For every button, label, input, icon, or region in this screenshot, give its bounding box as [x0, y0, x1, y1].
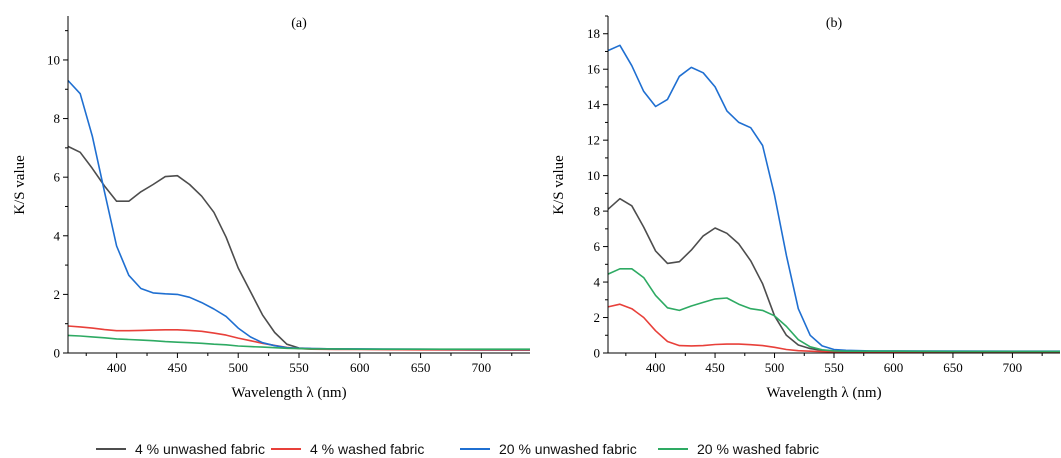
legend-label-0: 4 % unwashed fabric [135, 441, 265, 457]
x-tick-label: 600 [350, 360, 370, 375]
x-axis-title: Wavelength λ (nm) [766, 385, 881, 401]
y-tick-label: 8 [594, 204, 601, 219]
series-line-0 [67, 145, 531, 351]
series-line-3 [607, 268, 1060, 353]
panel-label: (a) [291, 16, 307, 31]
legend: 4 % unwashed fabric 4 % washed fabric 20 %… [96, 441, 819, 457]
x-tick-label: 700 [1003, 360, 1023, 375]
legend-label-2: 20 % unwashed fabric [499, 441, 637, 457]
y-tick-label: 8 [54, 111, 61, 126]
series-line-1 [67, 325, 530, 351]
x-tick-label: 400 [107, 360, 127, 375]
y-tick-label: 10 [587, 168, 600, 183]
series-line-3 [67, 334, 530, 350]
x-axis-title: Wavelength λ (nm) [231, 385, 346, 401]
y-tick-label: 6 [594, 239, 601, 254]
y-tick-label: 6 [54, 170, 61, 185]
y-tick-label: 4 [54, 228, 61, 243]
series-line-0 [607, 197, 1060, 353]
panel-label: (b) [826, 16, 843, 31]
y-tick-label: 18 [587, 26, 600, 41]
legend-label-3: 20 % washed fabric [697, 441, 819, 457]
panel-a: 0 2 4 6 8 10 400 450 500 550 600 650 700 Wavelength λ… [12, 16, 531, 401]
x-tick-label: 600 [884, 360, 904, 375]
x-tick-label: 500 [228, 360, 248, 375]
y-tick-label: 16 [587, 62, 601, 77]
series-line-2 [67, 79, 530, 351]
y-tick-label: 14 [587, 97, 601, 112]
y-tick-label: 2 [594, 310, 601, 325]
x-tick-label: 550 [824, 360, 844, 375]
y-tick-label: 0 [54, 346, 61, 361]
y-tick-label: 0 [594, 346, 601, 361]
x-tick-label: 400 [646, 360, 666, 375]
y-tick-label: 4 [594, 275, 601, 290]
y-axis-title: K/S value [551, 155, 567, 215]
legend-label-1: 4 % washed fabric [310, 441, 424, 457]
y-tick-label: 12 [587, 133, 600, 148]
y-tick-label: 10 [47, 52, 60, 67]
x-tick-label: 500 [765, 360, 785, 375]
x-tick-label: 450 [168, 360, 188, 375]
x-tick-label: 700 [472, 360, 492, 375]
series-line-2 [607, 44, 1060, 352]
y-tick-label: 2 [54, 287, 61, 302]
y-axis-title: K/S value [12, 155, 28, 215]
panel-b: 0 2 4 6 8 10 12 14 16 18 400 450 500 550 600 650 700 Wave… [551, 15, 1060, 401]
series-line-1 [607, 303, 1060, 353]
x-tick-label: 450 [705, 360, 725, 375]
x-tick-label: 650 [943, 360, 963, 375]
x-tick-label: 550 [289, 360, 309, 375]
x-tick-label: 650 [411, 360, 431, 375]
